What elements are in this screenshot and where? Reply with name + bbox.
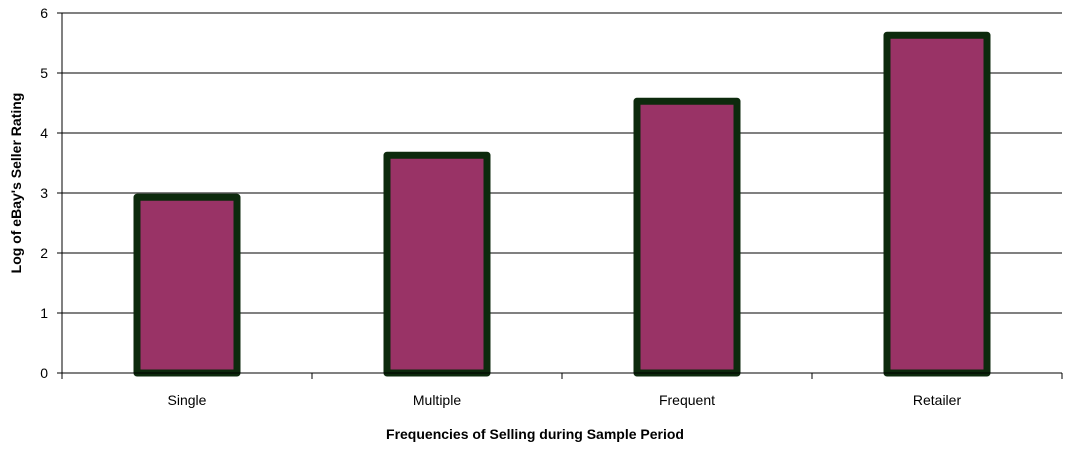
y-tick-label: 5 (40, 65, 48, 81)
bar-frequent (633, 97, 741, 377)
y-tick-label: 3 (40, 185, 48, 201)
x-tick-label: Retailer (913, 392, 962, 408)
x-axis-title: Frequencies of Selling during Sample Per… (386, 426, 684, 442)
x-tick-label: Frequent (659, 392, 715, 408)
bar-multiple (383, 151, 491, 377)
y-tick-label: 4 (40, 125, 48, 141)
y-axis-title: Log of eBay's Seller Rating (8, 93, 24, 274)
y-tick-label: 1 (40, 305, 48, 321)
bars (133, 31, 991, 377)
x-tick-label: Single (168, 392, 207, 408)
bar-retailer (883, 31, 991, 377)
x-tick-label: Multiple (413, 392, 461, 408)
x-axis-ticks: Single Multiple Frequent Retailer (61, 373, 1063, 408)
y-tick-label: 6 (40, 5, 48, 21)
bar-single (133, 193, 241, 377)
y-tick-label: 2 (40, 245, 48, 261)
y-tick-label: 0 (40, 365, 48, 381)
y-axis-ticks: 0 1 2 3 4 5 6 (40, 5, 62, 381)
